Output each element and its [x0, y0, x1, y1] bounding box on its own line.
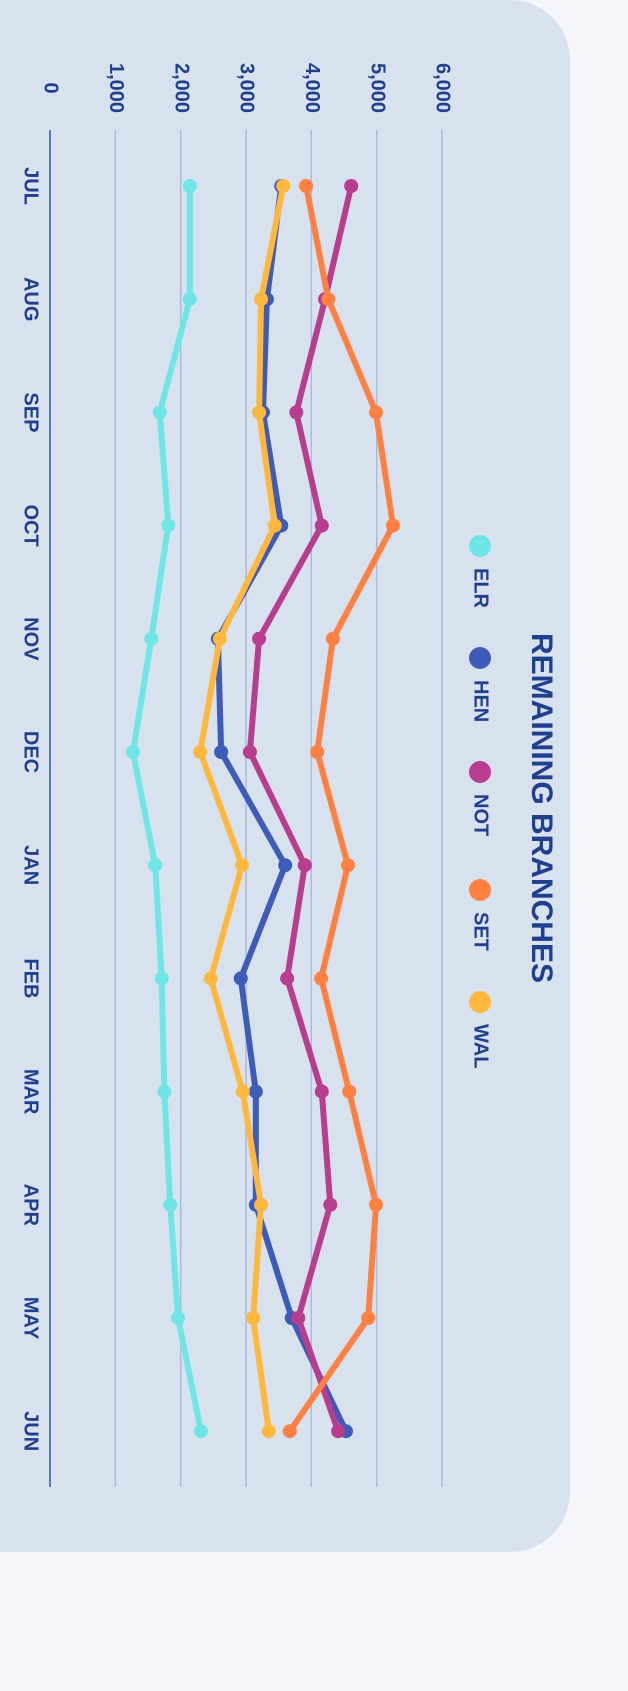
y-tick-label: 0: [40, 82, 62, 93]
data-point: [267, 518, 282, 533]
data-point: [193, 1424, 208, 1439]
data-point: [242, 745, 257, 759]
data-point: [342, 1084, 357, 1099]
data-point: [182, 292, 197, 307]
y-tick-label: 5,000: [366, 63, 388, 113]
data-point: [157, 1084, 172, 1099]
data-point: [314, 971, 329, 986]
data-point: [246, 1311, 261, 1325]
x-tick-label: JUN: [20, 1411, 42, 1451]
legend-swatch: [469, 535, 491, 557]
data-point: [314, 1084, 329, 1099]
data-point: [276, 179, 291, 193]
data-point: [314, 518, 329, 533]
x-tick-label: OCT: [20, 504, 42, 546]
data-point: [323, 1197, 338, 1212]
y-tick-label: 3,000: [236, 63, 258, 113]
data-point: [289, 405, 304, 420]
data-point: [369, 405, 384, 420]
data-point: [248, 1084, 263, 1099]
x-tick-label: NOV: [20, 617, 42, 661]
data-point: [233, 971, 248, 986]
legend-swatch: [469, 879, 491, 901]
data-point: [203, 971, 218, 986]
data-point: [214, 745, 229, 759]
data-point: [386, 518, 400, 533]
data-point: [280, 971, 295, 986]
legend-swatch: [469, 991, 491, 1013]
series-line: [197, 183, 287, 1435]
data-point: [193, 745, 208, 759]
legend-label: ELR: [470, 568, 492, 609]
x-tick-label: JUL: [20, 167, 42, 205]
data-point: [321, 292, 336, 307]
x-tick-label: APR: [20, 1184, 42, 1227]
data-point: [340, 858, 355, 873]
x-tick-label: SEP: [20, 392, 42, 432]
legend-swatch: [469, 647, 491, 669]
data-point: [278, 858, 293, 873]
data-point: [212, 631, 227, 646]
data-point: [144, 631, 159, 646]
data-point: [254, 1197, 269, 1212]
y-tick-label: 2,000: [170, 63, 192, 113]
series-line: [286, 183, 396, 1435]
y-tick-label: 1,000: [105, 63, 127, 113]
series-line: [129, 183, 204, 1435]
legend-label: SET: [470, 912, 492, 951]
series-line: [246, 183, 355, 1435]
data-point: [161, 518, 176, 533]
data-point: [154, 971, 169, 986]
data-point: [291, 1311, 306, 1325]
data-point: [152, 405, 167, 420]
x-tick-label: AUG: [20, 277, 42, 321]
data-point: [252, 631, 267, 646]
data-point: [148, 858, 163, 873]
y-tick-label: 4,000: [301, 63, 323, 113]
data-point: [261, 1424, 276, 1439]
x-tick-label: MAY: [20, 1297, 42, 1340]
x-tick-label: MAR: [20, 1069, 42, 1115]
data-point: [171, 1311, 186, 1325]
x-tick-label: FEB: [20, 958, 42, 998]
data-point: [163, 1197, 178, 1212]
data-point: [299, 179, 314, 193]
chart-title: REMAINING BRANCHES: [525, 633, 558, 983]
data-point: [361, 1311, 376, 1325]
legend-label: WAL: [470, 1024, 492, 1068]
data-point: [282, 1424, 297, 1439]
x-tick-label: JAN: [20, 845, 42, 885]
legend-swatch: [469, 761, 491, 783]
x-tick-label: DEC: [20, 731, 42, 773]
data-point: [125, 745, 140, 759]
data-point: [182, 179, 197, 193]
data-point: [235, 858, 250, 873]
legend-label: NOT: [470, 794, 492, 836]
y-tick-label: 6,000: [432, 63, 454, 113]
data-point: [235, 1084, 250, 1099]
data-point: [369, 1197, 384, 1212]
card: [0, 0, 570, 1552]
data-point: [254, 292, 269, 307]
data-point: [344, 179, 359, 193]
legend-label: HEN: [470, 680, 492, 722]
data-point: [310, 745, 325, 759]
data-point: [252, 405, 267, 420]
data-point: [325, 631, 340, 646]
data-point: [331, 1424, 346, 1439]
data-point: [297, 858, 312, 873]
